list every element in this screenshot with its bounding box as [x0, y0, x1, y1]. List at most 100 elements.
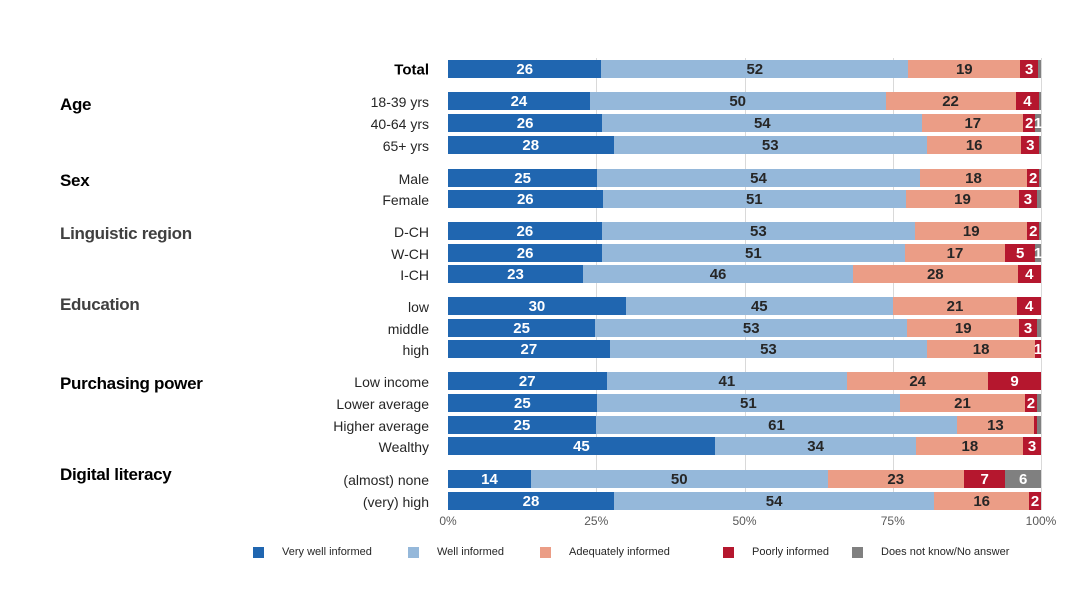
legend-item: Well informed: [408, 546, 504, 558]
bar-segment-very-well-informed: 28: [448, 492, 615, 510]
bar-segment-very-well-informed: 27: [448, 372, 607, 390]
bar-segment-well-informed: 51: [596, 394, 901, 412]
row-label: Lower average: [336, 396, 429, 412]
data-label: 54: [765, 492, 783, 510]
stacked-bar: 14 50 23 7 6: [448, 470, 1041, 488]
bar-segment-poorly-informed: 3: [1023, 437, 1041, 455]
bar-segment-very-well-informed: 14: [448, 470, 532, 488]
data-label: 17: [964, 114, 982, 132]
data-label: 53: [750, 222, 767, 240]
data-label: 21: [946, 297, 964, 315]
stacked-bar: 27 41 24 9: [448, 372, 1041, 390]
bar-segment-does-not-know-no-answer: 6: [1005, 470, 1041, 488]
bar-segment-does-not-know-no-answer: [1039, 136, 1041, 154]
bar-segment-very-well-informed: 26: [448, 190, 603, 208]
data-label: 25: [514, 169, 531, 187]
stacked-bar: 28 53 16 3: [448, 136, 1041, 154]
bar-segment-adequately-informed: 16: [934, 492, 1030, 510]
data-label: 26: [516, 114, 534, 132]
bar-segment-poorly-informed: 7: [963, 470, 1006, 488]
stacked-bar: 23 46 28 4: [448, 265, 1041, 283]
data-label: 3: [1023, 190, 1033, 208]
stacked-bar: 45 34 18 3: [448, 437, 1041, 455]
data-label: 3: [1026, 136, 1035, 154]
data-label: 3: [1023, 319, 1033, 337]
bar-segment-does-not-know-no-answer: [1036, 416, 1041, 434]
data-label: 1: [1033, 340, 1043, 358]
bar-segment-adequately-informed: 22: [885, 92, 1016, 110]
bar-segment-adequately-informed: 16: [926, 136, 1022, 154]
data-label: 16: [973, 492, 991, 510]
bar-segment-well-informed: 53: [601, 222, 916, 240]
data-label: 30: [528, 297, 546, 315]
row-label: Female: [382, 192, 429, 208]
data-label: 34: [807, 437, 824, 455]
gridline: [596, 58, 598, 510]
bar-segment-poorly-informed: [1033, 416, 1037, 434]
row-label: I-CH: [400, 267, 429, 283]
bar-segment-very-well-informed: 26: [448, 114, 603, 132]
x-tick-label: 0%: [439, 514, 457, 528]
bar-segment-very-well-informed: 25: [448, 416, 596, 434]
bar-segment-adequately-informed: 19: [907, 319, 1020, 337]
data-label: 4: [1024, 297, 1034, 315]
stacked-bar: 27 53 18 1: [448, 340, 1043, 358]
group-label: Digital literacy: [60, 465, 172, 484]
group-label: Purchasing power: [60, 374, 203, 393]
legend-label: Adequately informed: [569, 546, 670, 558]
bar-segment-adequately-informed: 17: [922, 114, 1024, 132]
x-tick-label: 100%: [1025, 514, 1057, 528]
data-label: 2: [1030, 492, 1040, 510]
legend-swatch: [723, 546, 734, 558]
bar-segment-adequately-informed: 23: [827, 470, 964, 488]
bar-segment-well-informed: 45: [625, 297, 893, 315]
bar-segment-well-informed: 54: [597, 169, 920, 187]
legend-label: Does not know/No answer: [881, 546, 1010, 558]
bar-segment-very-well-informed: 45: [448, 437, 715, 455]
data-label: 53: [760, 340, 777, 358]
bar-segment-adequately-informed: 18: [916, 437, 1024, 455]
bar-segment-well-informed: 61: [595, 416, 957, 434]
data-label: 27: [518, 372, 536, 390]
data-label: 21: [954, 394, 971, 412]
row-label: 40-64 yrs: [370, 116, 429, 132]
data-label: 7: [980, 470, 989, 488]
data-label: 6: [1019, 470, 1028, 488]
data-label: 45: [750, 297, 768, 315]
bar-segment-well-informed: 53: [595, 319, 908, 337]
legend-item: Very well informed: [253, 546, 372, 558]
bar-segment-poorly-informed: 5: [1005, 244, 1036, 262]
stacked-bar: 25 61 13: [448, 416, 1041, 434]
bar-segment-well-informed: 51: [602, 190, 906, 208]
stacked-bar: 26 53 19 2: [448, 222, 1041, 240]
data-label: 24: [909, 372, 927, 390]
legend-item: Poorly informed: [723, 546, 829, 558]
legend-item: Does not know/No answer: [852, 546, 1009, 558]
gridline: [744, 58, 746, 510]
row-label: low: [407, 299, 429, 315]
bar-segment-adequately-informed: 18: [919, 169, 1028, 187]
bar-segment-does-not-know-no-answer: [1039, 222, 1041, 240]
data-label: 51: [745, 190, 763, 208]
bar-segment-very-well-informed: 28: [448, 136, 614, 154]
bar-segment-very-well-informed: 24: [448, 92, 590, 110]
bar-segment-poorly-informed: 2: [1023, 114, 1036, 132]
data-label: 4: [1025, 265, 1034, 283]
row-label: Higher average: [333, 418, 429, 434]
bar-segment-poorly-informed: 2: [1027, 222, 1040, 240]
data-label: 51: [740, 394, 757, 412]
data-label: 51: [745, 244, 762, 262]
bar-segment-well-informed: 46: [583, 265, 854, 283]
data-label: 1: [1033, 244, 1043, 262]
row-label: Low income: [354, 374, 429, 390]
row-label: W-CH: [391, 246, 429, 262]
gridline: [892, 58, 894, 510]
legend-swatch: [540, 546, 551, 558]
data-label: 13: [987, 416, 1004, 434]
bar-segment-adequately-informed: 18: [927, 340, 1035, 358]
data-label: 14: [481, 470, 498, 488]
data-label: 26: [516, 60, 534, 78]
bar-segment-very-well-informed: 26: [448, 60, 602, 78]
stacked-bar: 25 53 19 3: [448, 319, 1041, 337]
